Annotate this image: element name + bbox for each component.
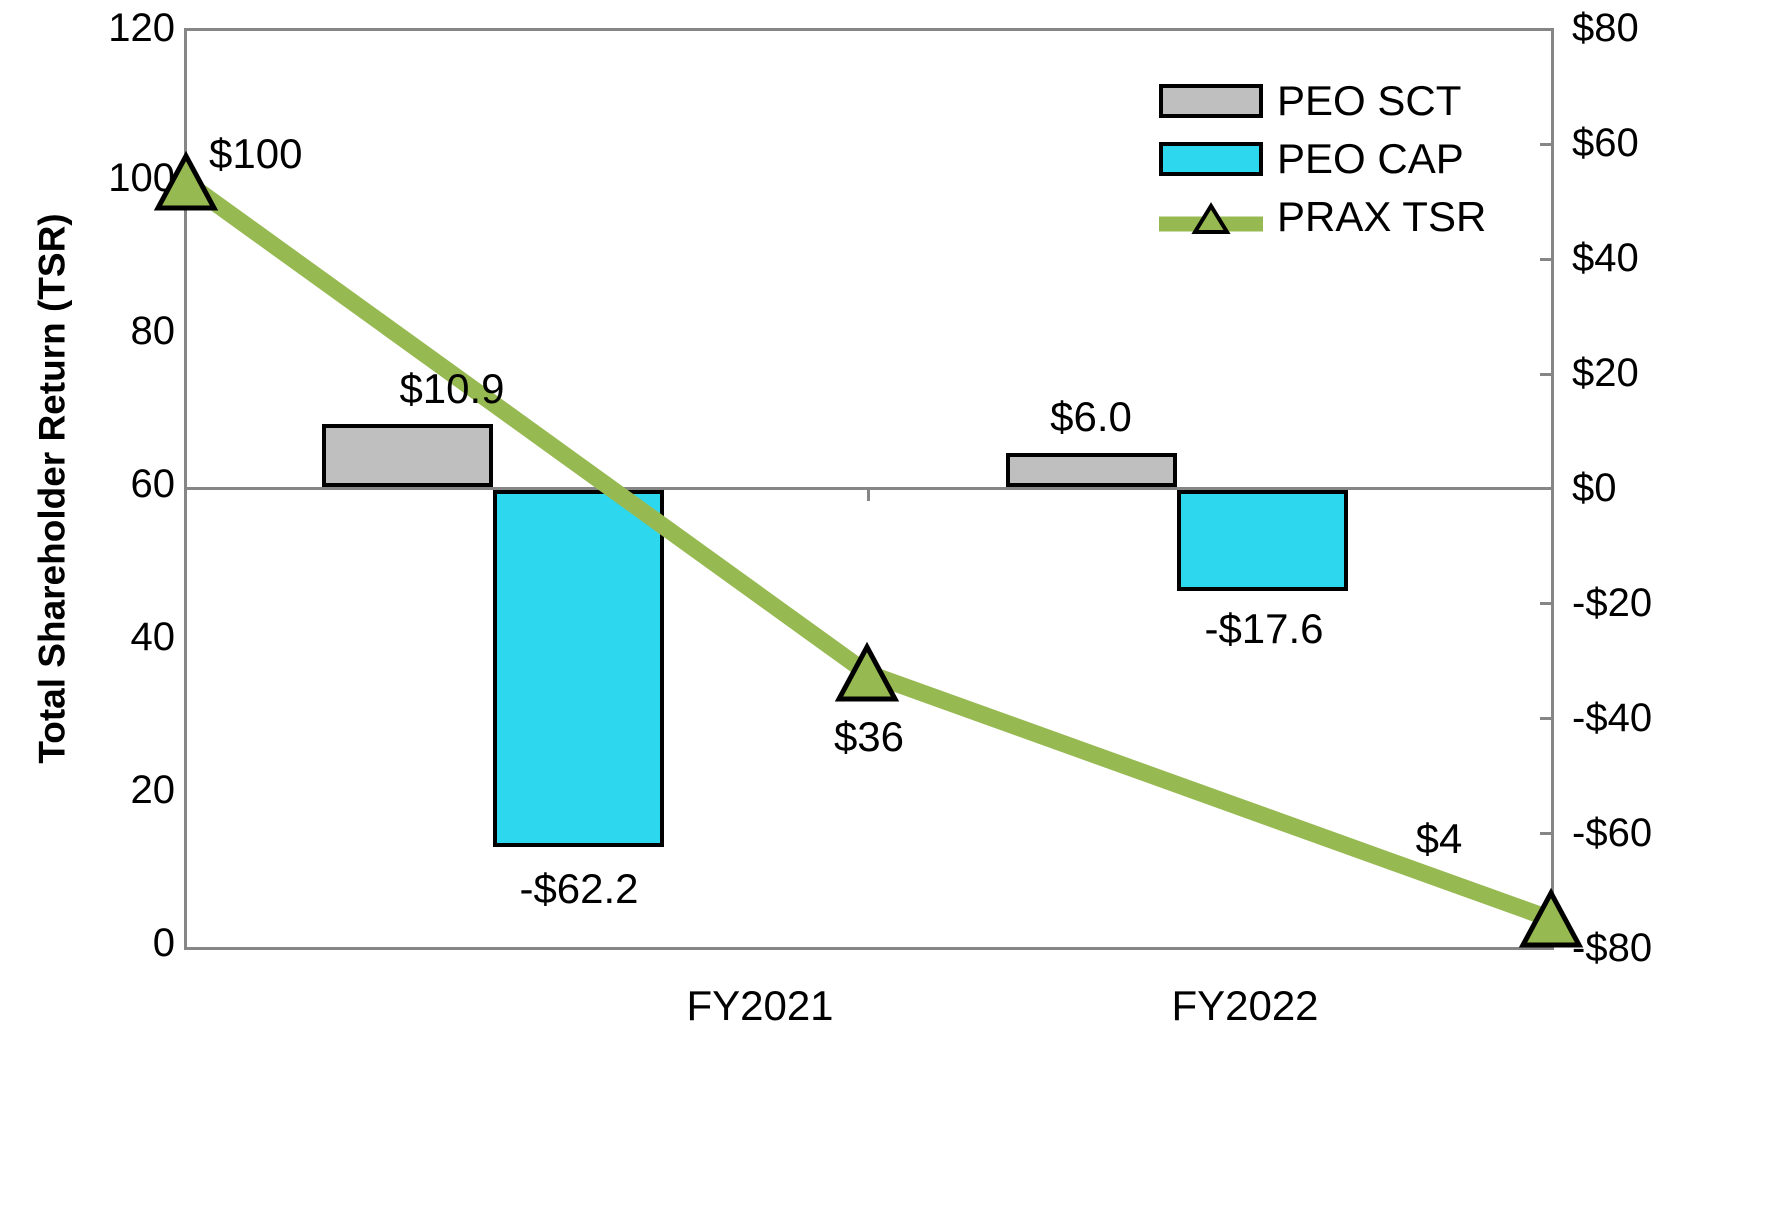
left-tick-20: 20 [130, 768, 176, 812]
bar-peo-cap-fy2021[interactable] [493, 490, 664, 847]
left-tick-100: 100 [108, 156, 175, 200]
category-label-fy2021: FY2021 [686, 982, 834, 1029]
legend-label-peo-cap: PEO CAP [1277, 135, 1464, 182]
left-tick-80: 80 [130, 309, 176, 353]
legend-item-peo-sct[interactable]: PEO SCT [1159, 72, 1499, 130]
right-tickmark-20 [1540, 373, 1553, 376]
right-tickmark-neg20 [1540, 602, 1553, 605]
right-tick-20: $20 [1572, 351, 1639, 395]
data-label-tsr-start: $100 [209, 130, 303, 177]
right-tick-60: $60 [1572, 121, 1639, 165]
top-border-line [184, 28, 1554, 31]
right-tickmark-60 [1540, 143, 1553, 146]
right-axis-tick-labels: $80 $60 $40 $20 $0 -$20 -$40 -$60 -$80 [1572, 0, 1752, 1228]
tsr-marker-triangle-fy2021[interactable] [834, 641, 900, 702]
bar-peo-sct-fy2022[interactable] [1006, 453, 1177, 487]
data-label-cap-fy2021: -$62.2 [519, 865, 639, 912]
right-tick-0: $0 [1572, 466, 1617, 510]
left-axis-tick-labels: 120 100 80 60 40 20 0 [25, 0, 175, 1228]
right-tickmark-neg80 [1540, 947, 1553, 950]
data-label-sct-fy2021: $10.9 [399, 365, 505, 412]
right-tickmark-0 [1540, 487, 1553, 490]
right-tickmark-neg60 [1540, 832, 1553, 835]
left-tick-40: 40 [130, 615, 176, 659]
legend-line-marker-prax-tsr [1159, 200, 1263, 234]
right-tick-neg60: -$60 [1572, 811, 1653, 855]
left-tick-120: 120 [108, 6, 175, 50]
data-label-sct-fy2022: $6.0 [1050, 393, 1132, 440]
bar-peo-sct-fy2021[interactable] [322, 424, 493, 487]
right-tickmark-80 [1540, 28, 1553, 31]
legend-item-prax-tsr[interactable]: PRAX TSR [1159, 188, 1499, 246]
chart-legend: PEO SCT PEO CAP PRAX TSR [1159, 72, 1499, 246]
legend-label-prax-tsr: PRAX TSR [1277, 193, 1487, 240]
right-tick-80: $80 [1572, 6, 1639, 50]
left-tick-60: 60 [130, 462, 176, 506]
category-label-fy2022: FY2022 [1171, 982, 1319, 1029]
legend-item-peo-cap[interactable]: PEO CAP [1159, 130, 1499, 188]
bar-peo-cap-fy2022[interactable] [1177, 490, 1348, 591]
right-tick-neg80: -$80 [1572, 926, 1653, 970]
data-label-tsr-fy2022: $4 [1415, 815, 1463, 862]
legend-swatch-peo-sct [1159, 84, 1263, 118]
right-tick-40: $40 [1572, 236, 1639, 280]
category-separator-tick [867, 487, 870, 501]
right-tickmark-neg40 [1540, 717, 1553, 720]
right-tick-neg40: -$40 [1572, 696, 1653, 740]
data-label-tsr-fy2021: $36 [833, 713, 905, 760]
data-label-cap-fy2022: -$17.6 [1204, 605, 1324, 652]
plot-area: $100 $10.9 -$62.2 $36 $6.0 -$17.6 $4 PEO… [153, 28, 1584, 950]
right-tickmark-40 [1540, 258, 1553, 261]
legend-swatch-peo-cap [1159, 142, 1263, 176]
bottom-axis-line [184, 947, 1554, 950]
right-tick-neg20: -$20 [1572, 581, 1653, 625]
left-tick-0: 0 [152, 921, 175, 965]
legend-label-peo-sct: PEO SCT [1277, 77, 1462, 124]
